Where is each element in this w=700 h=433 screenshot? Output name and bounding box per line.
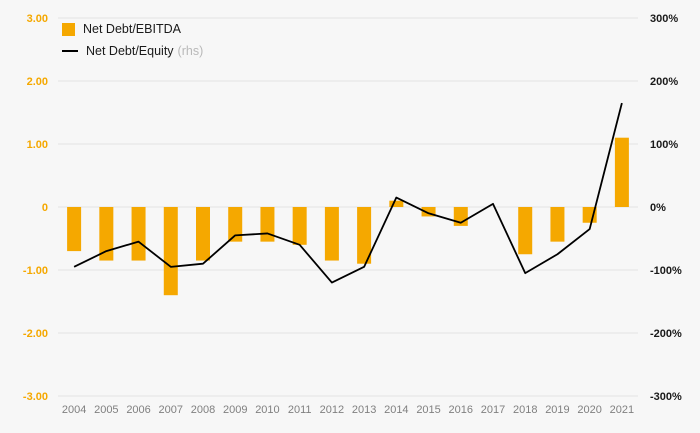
- right-axis-tick: 300%: [650, 13, 678, 25]
- left-axis-tick: -1.00: [23, 265, 48, 277]
- legend-item-net-debt-ebitda: Net Debt/EBITDA: [62, 22, 203, 36]
- x-axis-label-2007: 2007: [159, 404, 183, 416]
- x-axis-label-2006: 2006: [126, 404, 150, 416]
- legend-label-rhs-suffix: (rhs): [177, 44, 204, 58]
- right-axis-tick: 200%: [650, 76, 678, 88]
- x-axis-label-2004: 2004: [62, 404, 86, 416]
- bar-2011: [292, 207, 307, 245]
- x-axis-label-2017: 2017: [481, 404, 505, 416]
- bar-2014: [389, 200, 404, 207]
- legend-item-net-debt-equity: Net Debt/Equity (rhs): [62, 44, 203, 58]
- legend: Net Debt/EBITDA Net Debt/Equity (rhs): [62, 22, 203, 58]
- legend-label-net-debt-ebitda: Net Debt/EBITDA: [83, 22, 181, 36]
- right-axis-tick: 100%: [650, 139, 678, 151]
- bar-2005: [99, 207, 114, 261]
- left-axis-tick: -3.00: [23, 391, 48, 403]
- bar-2007: [163, 207, 178, 296]
- bar-2021: [614, 137, 629, 207]
- bar-swatch-icon: [62, 22, 75, 36]
- x-axis-label-2016: 2016: [449, 404, 473, 416]
- x-axis-label-2012: 2012: [320, 404, 344, 416]
- x-axis-label-2009: 2009: [223, 404, 247, 416]
- right-axis-tick: -300%: [650, 391, 682, 403]
- left-axis-tick: 3.00: [27, 13, 48, 25]
- bar-2013: [357, 207, 372, 264]
- line-swatch-icon: [62, 50, 78, 52]
- bar-2008: [196, 207, 210, 261]
- left-axis-tick: 2.00: [27, 76, 48, 88]
- bar-2004: [67, 207, 82, 252]
- x-axis-label-2021: 2021: [610, 404, 634, 416]
- left-axis-tick: -2.00: [23, 328, 48, 340]
- bar-2019: [550, 207, 565, 242]
- bar-2018: [518, 207, 533, 255]
- x-axis-label-2008: 2008: [191, 404, 215, 416]
- x-axis-label-2013: 2013: [352, 404, 376, 416]
- x-axis-label-2019: 2019: [545, 404, 569, 416]
- right-axis-tick: 0%: [650, 202, 666, 214]
- bar-2010: [260, 207, 275, 242]
- x-axis-label-2014: 2014: [384, 404, 408, 416]
- left-axis-tick: 1.00: [27, 139, 48, 151]
- left-axis-tick: 0: [42, 202, 48, 214]
- right-axis-tick: -200%: [650, 328, 682, 340]
- x-axis-label-2005: 2005: [94, 404, 118, 416]
- right-axis-tick: -100%: [650, 265, 682, 277]
- bar-2006: [131, 207, 146, 261]
- bar-2009: [228, 207, 243, 242]
- bar-2015: [421, 207, 436, 217]
- bar-2012: [324, 207, 339, 261]
- x-axis-label-2015: 2015: [416, 404, 440, 416]
- x-axis-label-2011: 2011: [288, 404, 312, 416]
- net-debt-equity-line: [73, 102, 623, 284]
- x-axis-label-2020: 2020: [577, 404, 601, 416]
- x-axis-label-2018: 2018: [513, 404, 537, 416]
- legend-label-net-debt-equity: Net Debt/Equity (rhs): [86, 44, 204, 58]
- x-axis-label-2010: 2010: [255, 404, 279, 416]
